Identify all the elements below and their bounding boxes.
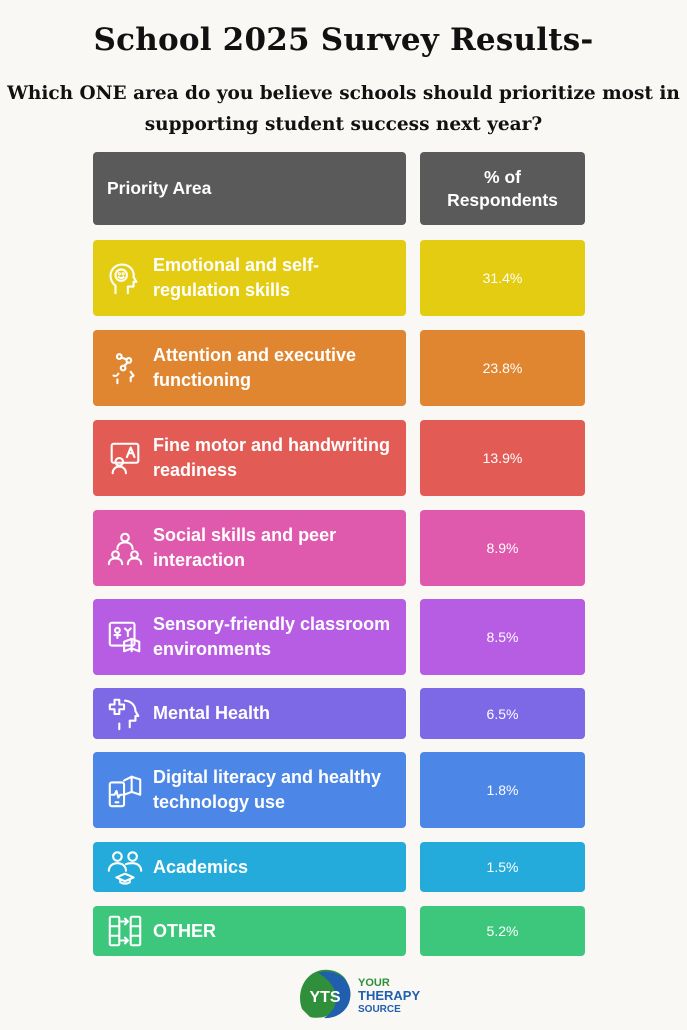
page-subtitle: Which ONE area do you believe schools sh… xyxy=(7,83,680,135)
logo-line3: SOURCE xyxy=(358,1004,401,1015)
head-cross-icon xyxy=(105,691,145,737)
classroom-book-icon xyxy=(105,614,145,660)
row-area-digital: Digital literacy and healthy technology … xyxy=(93,752,406,828)
students-cap-icon xyxy=(105,844,145,890)
logo-line2: THERAPY xyxy=(358,988,420,1003)
row-area-academics: Academics xyxy=(93,842,406,892)
page-title: School 2025 Survey Results- xyxy=(93,22,594,58)
row-percent: 6.5% xyxy=(486,705,519,722)
row-label: Fine motor and handwriting readiness xyxy=(153,435,390,480)
col-header-area: Priority Area xyxy=(93,152,406,225)
col-header-percent-label: % of Respondents xyxy=(447,166,558,210)
row-percent-sensory: 8.5% xyxy=(420,599,585,675)
row-percent: 23.8% xyxy=(482,360,523,376)
row-percent: 8.5% xyxy=(486,629,519,645)
row-percent-academics: 1.5% xyxy=(420,842,585,892)
head-network-icon xyxy=(105,345,145,391)
row-percent: 1.5% xyxy=(486,859,519,875)
row-label: Social skills and peer interaction xyxy=(153,525,337,570)
row-percent: 5.2% xyxy=(486,923,519,939)
row-area-other: OTHER xyxy=(93,906,406,956)
row-label: Mental Health xyxy=(153,703,271,723)
flow-boxes-icon xyxy=(105,908,145,954)
logo-line1: YOUR xyxy=(358,977,390,989)
row-percent: 31.4% xyxy=(482,270,523,286)
row-label: Academics xyxy=(153,856,249,877)
row-label: Sensory-friendly classroom environments xyxy=(153,614,391,659)
row-label: Digital literacy and healthy technology … xyxy=(153,767,382,812)
row-area-attention: Attention and executive functioning xyxy=(93,330,406,406)
row-percent-fine-motor: 13.9% xyxy=(420,420,585,496)
row-percent-digital: 1.8% xyxy=(420,752,585,828)
row-percent-mental-health: 6.5% xyxy=(420,688,585,739)
row-area-sensory: Sensory-friendly classroom environments xyxy=(93,599,406,675)
head-smile-icon xyxy=(105,255,145,301)
phone-book-icon xyxy=(105,767,145,813)
row-area-mental-health: Mental Health xyxy=(93,688,406,739)
row-area-emotional: Emotional and self-regulation skills xyxy=(93,240,406,316)
row-percent-emotional: 31.4% xyxy=(420,240,585,316)
row-percent-attention: 23.8% xyxy=(420,330,585,406)
people-group-icon xyxy=(105,525,145,571)
row-percent-other: 5.2% xyxy=(420,906,585,956)
row-area-social: Social skills and peer interaction xyxy=(93,510,406,586)
col-header-percent: % of Respondents xyxy=(420,152,585,225)
row-label: OTHER xyxy=(153,920,216,941)
row-label: Attention and executive functioning xyxy=(153,345,357,390)
row-percent: 13.9% xyxy=(482,450,523,466)
student-board-icon xyxy=(105,435,145,481)
logo-mark: YTS xyxy=(309,989,340,1006)
row-area-fine-motor: Fine motor and handwriting readiness xyxy=(93,420,406,496)
row-percent: 8.9% xyxy=(486,540,519,556)
brand-logo: YTS YOUR THERAPY SOURCE xyxy=(296,965,436,1023)
row-percent-social: 8.9% xyxy=(420,510,585,586)
row-label: Emotional and self-regulation skills xyxy=(153,255,320,300)
row-percent: 1.8% xyxy=(486,782,519,798)
